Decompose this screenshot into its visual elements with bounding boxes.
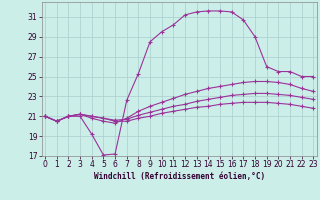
X-axis label: Windchill (Refroidissement éolien,°C): Windchill (Refroidissement éolien,°C) <box>94 172 265 181</box>
